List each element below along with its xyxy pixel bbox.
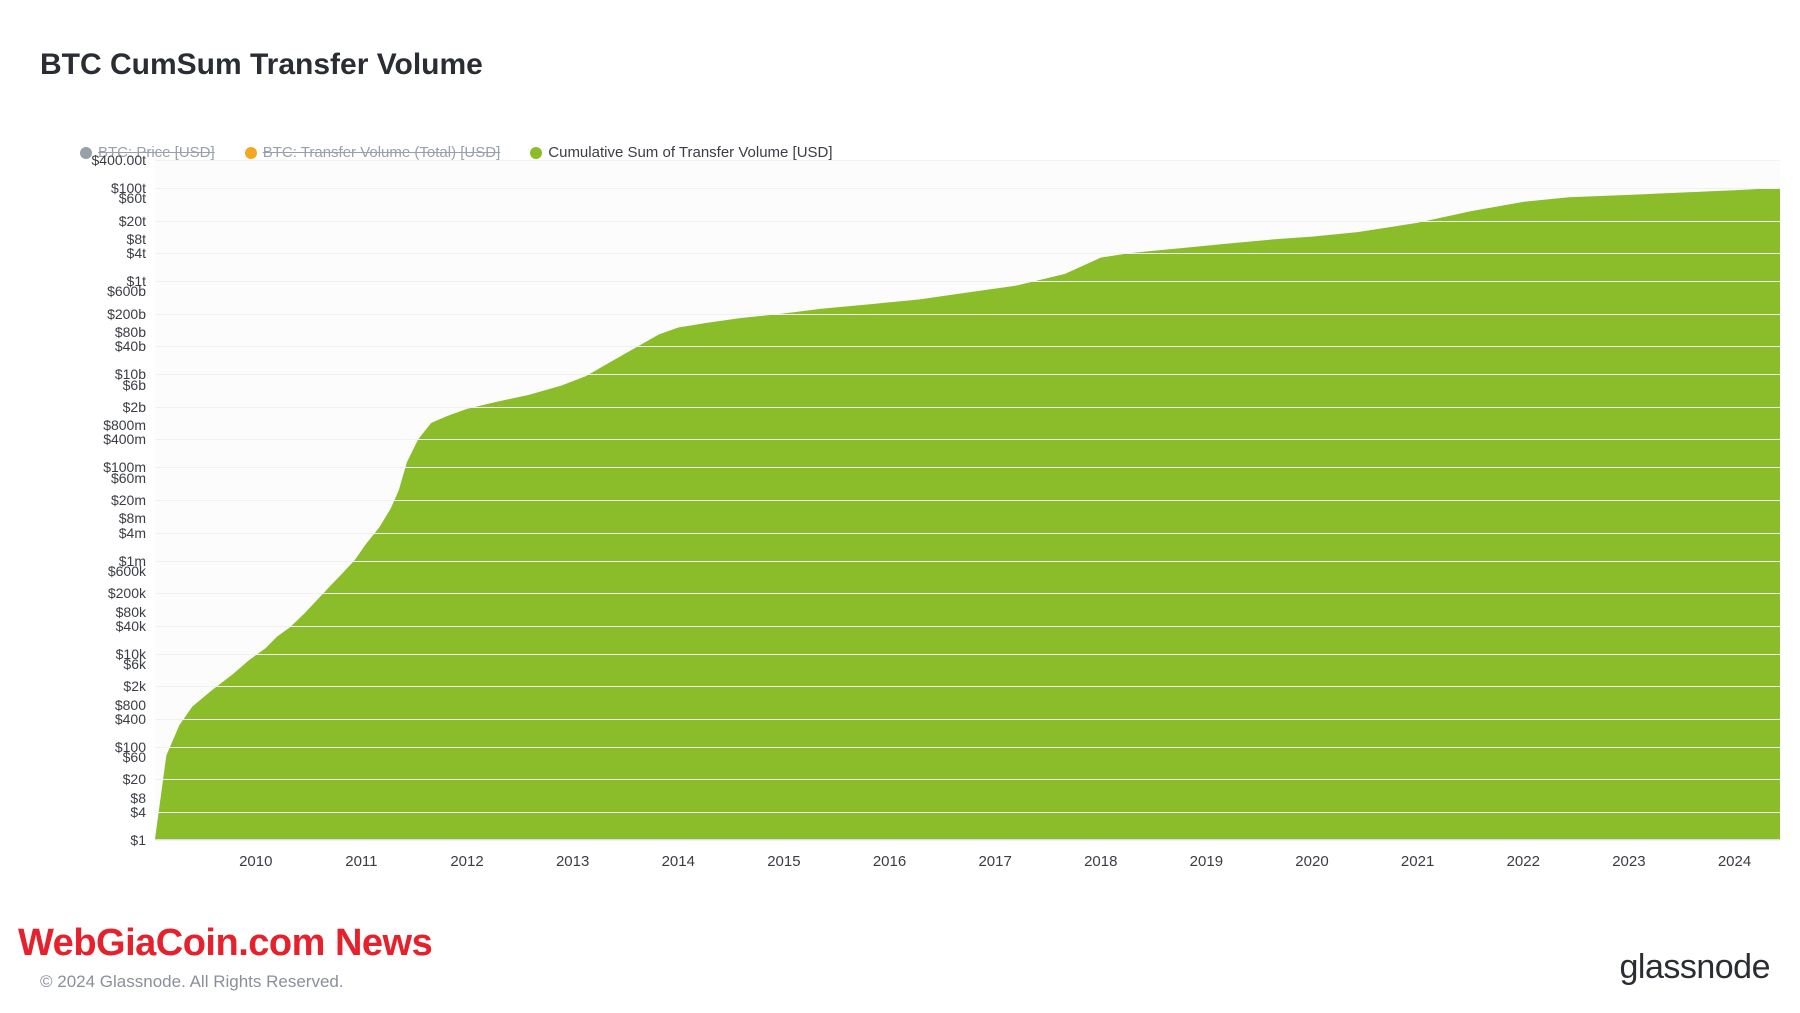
y-tick-label: $1 (130, 833, 146, 847)
y-tick-label: $6b (123, 378, 146, 392)
y-tick-label: $200k (108, 586, 146, 600)
x-tick-label: 2016 (873, 853, 906, 870)
grid-line (155, 654, 1780, 655)
legend: BTC: Price [USD]BTC: Transfer Volume (To… (80, 144, 833, 161)
x-tick-label: 2021 (1401, 853, 1434, 870)
grid-line (155, 719, 1780, 720)
y-tick-label: $800 (115, 698, 146, 712)
chart-title: BTC CumSum Transfer Volume (40, 48, 483, 82)
x-tick-label: 2013 (556, 853, 589, 870)
y-tick-label: $400.00t (92, 153, 147, 167)
grid-line (155, 533, 1780, 534)
legend-item[interactable]: BTC: Transfer Volume (Total) [USD] (245, 144, 501, 161)
x-tick-label: 2014 (662, 853, 695, 870)
y-tick-label: $8 (130, 791, 146, 805)
grid-line (155, 439, 1780, 440)
cumsum-area (155, 188, 1780, 839)
brand-logo: glassnode (1619, 948, 1770, 987)
grid-line (155, 747, 1780, 748)
grid-line (155, 374, 1780, 375)
x-tick-label: 2019 (1190, 853, 1223, 870)
y-tick-label: $60m (111, 471, 146, 485)
y-tick-label: $600b (107, 284, 146, 298)
grid-line (155, 281, 1780, 282)
legend-dot-icon (245, 147, 257, 159)
y-tick-label: $2b (123, 400, 146, 414)
x-tick-label: 2020 (1295, 853, 1328, 870)
y-tick-label: $60 (123, 750, 146, 764)
y-tick-label: $6k (123, 657, 146, 671)
y-tick-label: $40b (115, 339, 146, 353)
y-tick-label: $80b (115, 325, 146, 339)
x-tick-label: 2024 (1718, 853, 1751, 870)
copyright: © 2024 Glassnode. All Rights Reserved. (40, 972, 344, 992)
y-axis-labels: $400.00t$100t$60t$20t$8t$4t$1t$600b$200b… (0, 160, 150, 860)
legend-label: Cumulative Sum of Transfer Volume [USD] (548, 144, 832, 161)
grid-line (155, 500, 1780, 501)
legend-item[interactable]: Cumulative Sum of Transfer Volume [USD] (530, 144, 832, 161)
grid-line (155, 467, 1780, 468)
y-tick-label: $8t (127, 232, 146, 246)
y-tick-label: $40k (116, 619, 146, 633)
y-tick-label: $20 (123, 772, 146, 786)
y-tick-label: $20m (111, 493, 146, 507)
grid-line (155, 561, 1780, 562)
y-tick-label: $600k (108, 564, 146, 578)
x-tick-label: 2023 (1612, 853, 1645, 870)
y-tick-label: $2k (123, 679, 146, 693)
x-tick-label: 2022 (1507, 853, 1540, 870)
y-tick-label: $200b (107, 307, 146, 321)
x-tick-label: 2010 (239, 853, 272, 870)
y-tick-label: $4m (119, 526, 146, 540)
grid-line (155, 626, 1780, 627)
y-tick-label: $400m (103, 432, 146, 446)
y-tick-label: $400 (115, 712, 146, 726)
legend-dot-icon (530, 147, 542, 159)
grid-line (155, 160, 1780, 161)
grid-line (155, 812, 1780, 813)
grid-line (155, 407, 1780, 408)
x-tick-label: 2017 (978, 853, 1011, 870)
grid-line (155, 314, 1780, 315)
x-axis-labels: 2010 2011 2012 2013 2014 2015 2016 2017 2018 2019… (155, 845, 1780, 875)
y-tick-label: $60t (119, 191, 146, 205)
grid-line (155, 779, 1780, 780)
grid-line (155, 593, 1780, 594)
chart-area: $400.00t$100t$60t$20t$8t$4t$1t$600b$200b… (0, 160, 1800, 860)
watermark-text-2: News (325, 922, 432, 964)
grid-line (155, 840, 1780, 841)
grid-line (155, 221, 1780, 222)
grid-line (155, 686, 1780, 687)
y-tick-label: $80k (116, 605, 146, 619)
plot-area (155, 160, 1780, 840)
y-tick-label: $8m (119, 511, 146, 525)
grid-line (155, 253, 1780, 254)
legend-dot-icon (80, 147, 92, 159)
grid-line (155, 188, 1780, 189)
y-tick-label: $4 (130, 805, 146, 819)
y-tick-label: $20t (119, 214, 146, 228)
grid-line (155, 346, 1780, 347)
x-tick-label: 2018 (1084, 853, 1117, 870)
y-tick-label: $4t (127, 246, 146, 260)
y-tick-label: $800m (103, 418, 146, 432)
watermark: WebGiaCoin.com News (18, 922, 432, 965)
x-tick-label: 2015 (767, 853, 800, 870)
legend-label: BTC: Transfer Volume (Total) [USD] (263, 144, 501, 161)
watermark-text-1: WebGiaCoin.com (18, 922, 325, 964)
x-tick-label: 2011 (345, 853, 377, 870)
x-tick-label: 2012 (450, 853, 483, 870)
